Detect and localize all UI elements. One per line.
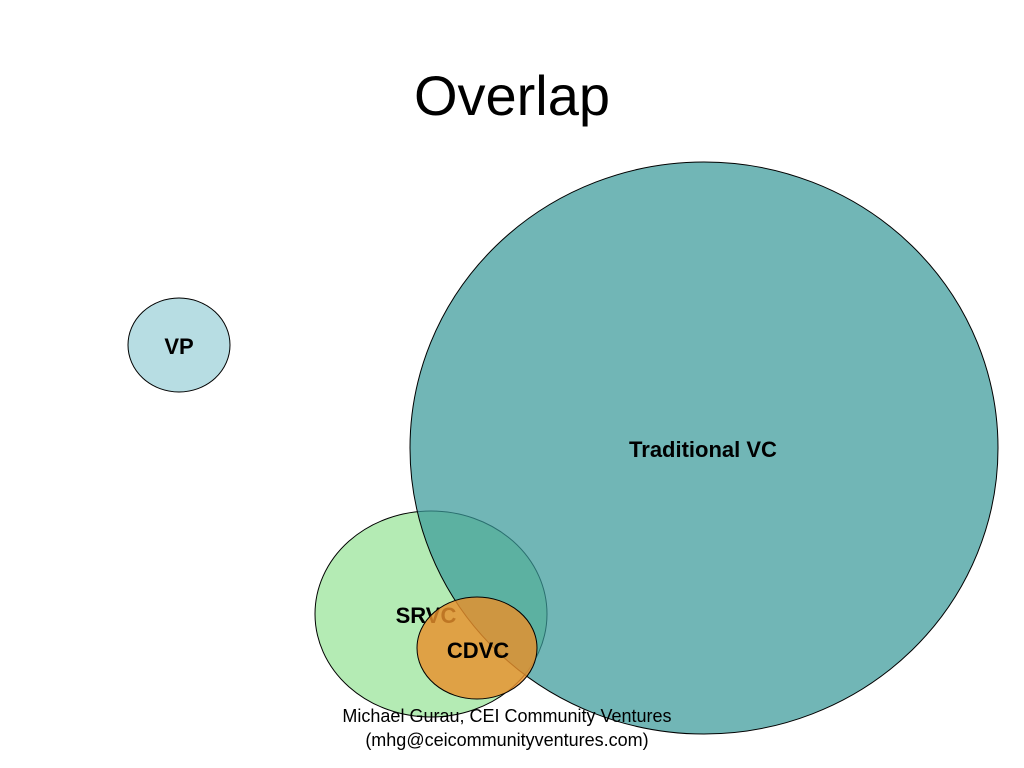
cdvc-label: CDVC	[447, 638, 509, 663]
footer-credit: Michael Gurau, CEI Community Ventures (m…	[0, 704, 1014, 752]
footer-email-line: (mhg@ceicommunityventures.com)	[365, 730, 649, 750]
footer-author-line: Michael Gurau, CEI Community Ventures	[342, 706, 672, 726]
vp-label: VP	[164, 334, 193, 359]
slide-title: Overlap	[413, 64, 611, 127]
traditional-vc-label: Traditional VC	[629, 437, 777, 462]
traditional-vc-circle	[409, 161, 999, 735]
cdvc-circle	[416, 596, 538, 700]
vp-circle	[127, 297, 231, 393]
